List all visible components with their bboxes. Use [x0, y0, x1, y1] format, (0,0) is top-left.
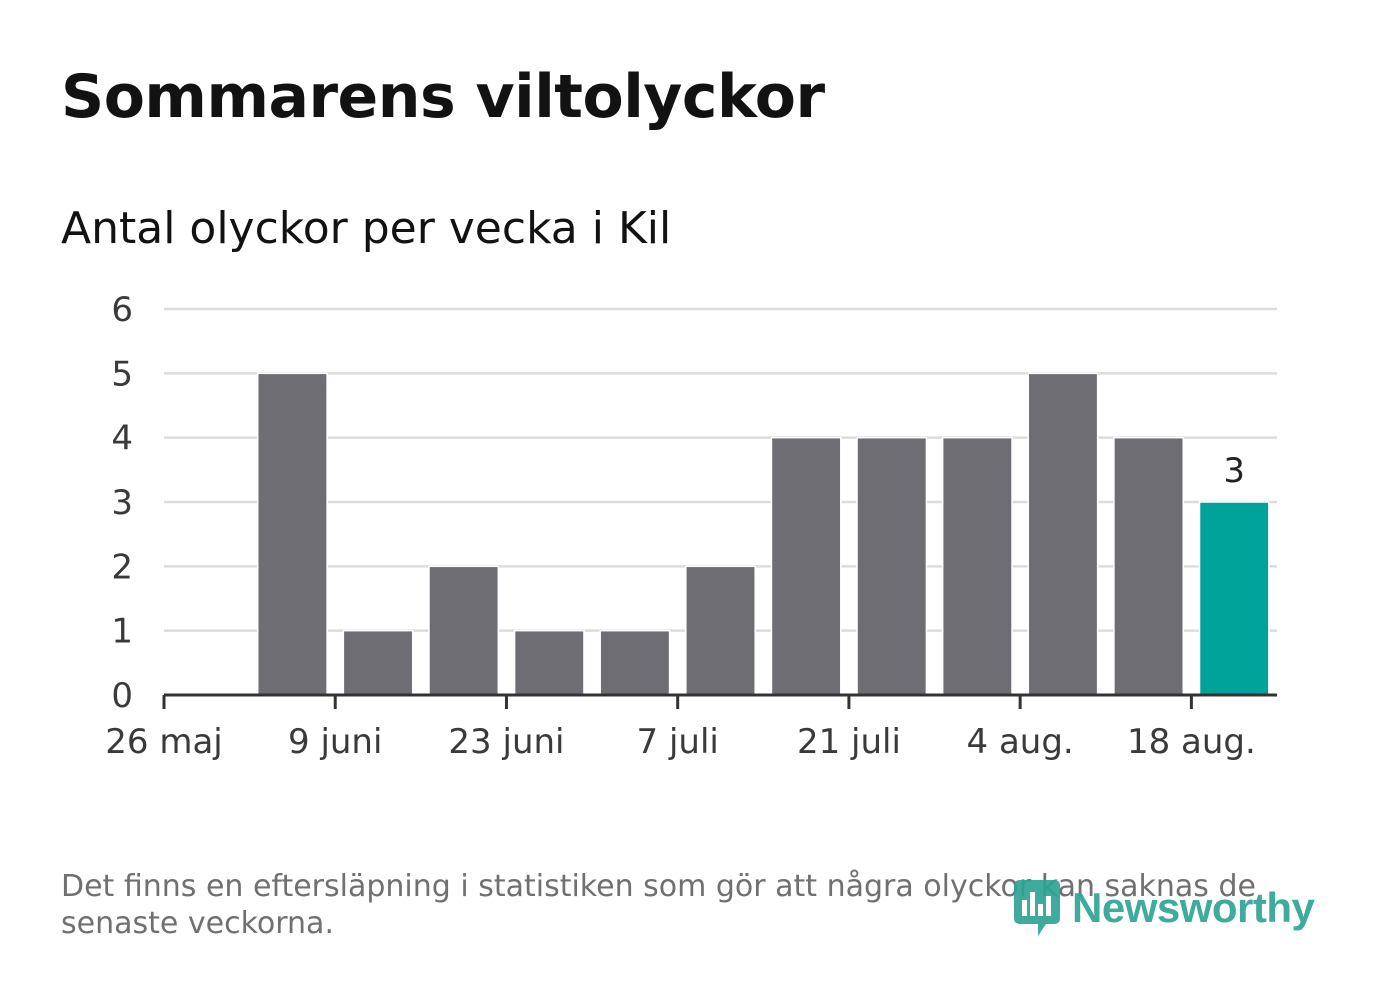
bar-highlight [1198, 501, 1270, 696]
x-tick-label: 4 aug. [967, 722, 1074, 762]
bar [342, 629, 414, 696]
x-tick-label: 7 juli [637, 722, 719, 762]
y-tick-label: 0 [111, 676, 133, 716]
bar [1113, 436, 1185, 696]
bar [941, 436, 1013, 696]
chart-subtitle: Antal olyckor per vecka i Kil [61, 203, 672, 254]
bar [1027, 372, 1099, 696]
bar [513, 629, 585, 696]
logo-text: Newsworthy [1072, 884, 1315, 931]
x-tick-label: 21 juli [797, 722, 901, 762]
y-tick-label: 6 [111, 290, 133, 330]
chart-title: Sommarens viltolyckor [61, 62, 825, 132]
y-tick-label: 5 [111, 354, 133, 394]
bar [599, 629, 671, 696]
x-tick-label: 9 juni [288, 722, 382, 762]
newsworthy-logo: Newsworthy [1012, 878, 1315, 938]
y-tick-label: 3 [111, 483, 133, 523]
x-tick-label: 23 juni [448, 722, 564, 762]
bar [856, 436, 928, 696]
y-tick-label: 1 [111, 612, 133, 652]
bar [770, 436, 842, 696]
bar [685, 565, 756, 696]
y-tick-label: 4 [111, 419, 133, 459]
bar [256, 372, 328, 696]
x-tick-label: 18 aug. [1127, 722, 1256, 762]
bar [428, 565, 500, 696]
data-label: 3 [1223, 451, 1245, 491]
x-tick-label: 26 maj [105, 722, 222, 762]
newsworthy-logo-icon [1014, 880, 1060, 936]
y-tick-label: 2 [111, 547, 133, 587]
